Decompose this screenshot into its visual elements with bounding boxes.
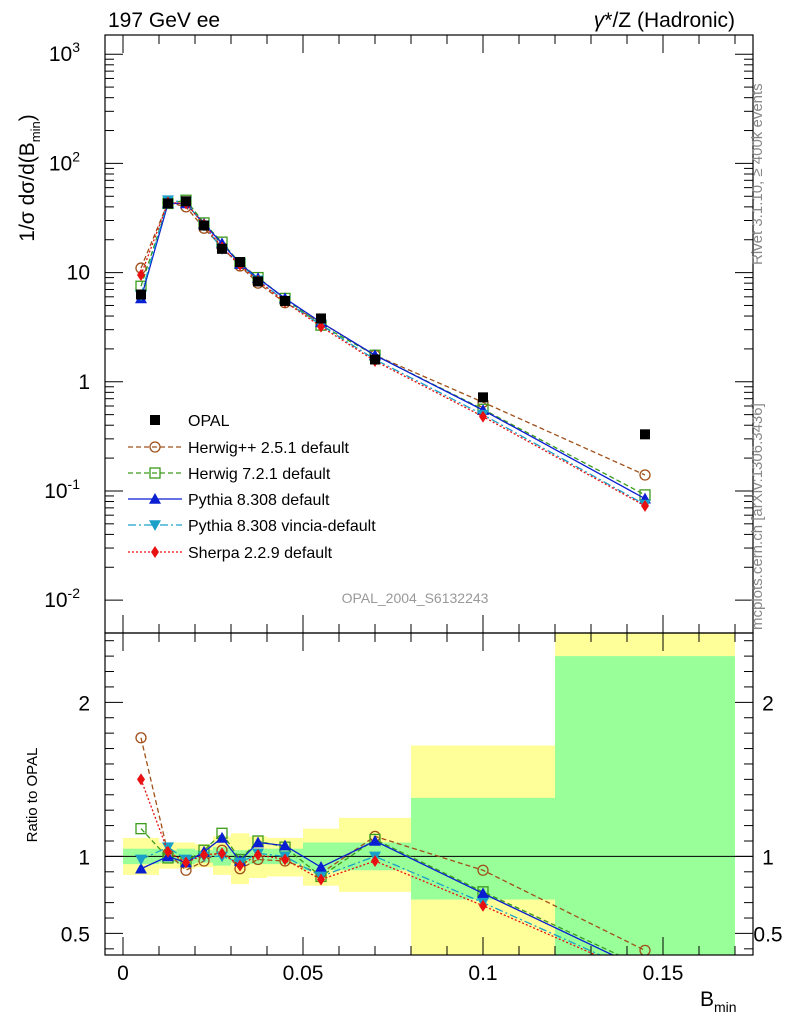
ratio-1-point-0	[135, 823, 147, 835]
data-point-3	[199, 220, 209, 231]
data-point-9	[370, 354, 380, 365]
tick-base: 10	[44, 589, 67, 612]
ratio-line-1	[140, 828, 621, 955]
legend-marker-1	[149, 467, 161, 479]
tick-base: 10	[49, 43, 72, 66]
legend-label-1: Herwig 7.2.1 default	[188, 466, 331, 483]
legend-label-2: Pythia 8.308 default	[188, 492, 330, 509]
top-y-axis-label: 1/σ dσ/d(Bmin)	[16, 114, 43, 241]
data-point-10	[478, 392, 488, 403]
series-4-point-11	[641, 499, 649, 512]
top-y-tick-label-3: 10	[67, 262, 90, 285]
top-y-tick-label-0: 10-2	[44, 585, 80, 612]
ratio-y-tick-label-left-1: 1	[78, 846, 90, 869]
ratio-2-point-10	[477, 887, 489, 899]
ratio-y-axis-label: Ratio to OPAL	[24, 748, 41, 843]
ratio-y-tick-label-right-0: 0.5	[753, 923, 782, 946]
data-point-4	[217, 243, 227, 254]
ratio-4-point-2	[182, 856, 190, 869]
x-tick-label-3: 0.15	[643, 962, 684, 985]
legend: OPAL Herwig++ 2.5.1 default Herwig 7.2.1 d…	[128, 413, 376, 562]
data-point-7	[280, 295, 290, 306]
uncertainty-bands	[123, 633, 735, 955]
top-y-tick-label-4: 102	[49, 148, 80, 175]
tick-exponent: -1	[68, 476, 81, 492]
ratio-2-point-6	[252, 836, 264, 848]
legend-marker-3	[149, 520, 161, 531]
plot-title-right: γ*/Z (Hadronic)	[594, 9, 735, 32]
series-4-point-10	[479, 410, 487, 423]
ratio-4-point-0	[137, 773, 145, 786]
ratio-4-point-4	[218, 847, 226, 860]
legend-marker-2	[149, 493, 161, 504]
band-inner-10	[411, 797, 555, 900]
ratio-2-point-4	[216, 831, 228, 843]
ratio-0-point-10	[477, 864, 489, 876]
x-tick-label-0: 0	[117, 962, 129, 985]
data-point-2	[181, 196, 191, 207]
ratio-4-point-6	[254, 848, 262, 861]
ratio-2-point-0	[135, 862, 147, 874]
top-y-tick-label-1: 10-1	[44, 476, 80, 503]
ratio-y-tick-label-right-1: 1	[762, 846, 774, 869]
legend-label-data: OPAL	[188, 413, 230, 430]
ratio-line-3	[140, 846, 602, 955]
series-4-point-0	[137, 269, 145, 282]
top-y-tick-label-5: 103	[49, 39, 80, 66]
data-point-11	[640, 429, 650, 440]
ratio-4-point-3	[200, 848, 208, 861]
tick-base: 10	[44, 480, 67, 503]
tick-exponent: 2	[72, 148, 80, 164]
tick-exponent: 3	[72, 39, 80, 55]
legend-label-3: Pythia 8.308 vincia-default	[188, 518, 376, 535]
ratio-2-point-9	[369, 834, 381, 846]
ratio-4-point-1	[164, 845, 172, 858]
axis-ticks	[105, 35, 753, 955]
data-point-6	[253, 276, 263, 287]
ratio-0-point-11	[639, 944, 651, 955]
analysis-id-label: OPAL_2004_S6132243	[342, 590, 489, 606]
ratio-line-0	[140, 737, 646, 951]
data-point-0	[136, 289, 146, 300]
data-point-5	[235, 257, 245, 268]
ratio-panel-frame	[104, 632, 754, 956]
ratio-y-tick-label-left-2: 2	[78, 692, 90, 715]
ratio-2-point-7	[279, 839, 291, 851]
top-panel-series	[135, 194, 651, 512]
ratio-4-point-8	[317, 873, 325, 886]
ratio-panel-series	[135, 732, 651, 955]
ratio-4-point-10	[479, 899, 487, 912]
legend-marker-data	[150, 415, 160, 425]
tick-exponent: -2	[68, 585, 81, 601]
data-point-8	[316, 313, 326, 324]
series-4-point-8	[317, 320, 325, 333]
legend-label-4: Sherpa 2.2.9 default	[188, 545, 333, 562]
ratio-0-point-0	[135, 732, 147, 744]
rivet-version-label: Rivet 3.1.10, ≥ 400k events	[749, 83, 766, 265]
ratio-y-tick-label-left-0: 0.5	[61, 923, 90, 946]
ratio-3-point-0	[135, 854, 147, 866]
ratio-4-point-7	[281, 853, 289, 866]
tick-base: 10	[49, 152, 72, 175]
x-axis-label: Bmin	[700, 988, 737, 1015]
top-panel-frame	[104, 34, 754, 634]
legend-marker-0	[149, 441, 161, 453]
ratio-y-tick-label-right-2: 2	[762, 692, 774, 715]
x-tick-label-2: 0.1	[468, 962, 497, 985]
legend-label-0: Herwig++ 2.5.1 default	[188, 440, 350, 457]
legend-marker-4	[151, 546, 159, 558]
mcplots-label: mcplots.cern.ch [arXiv:1306.3436]	[749, 403, 766, 630]
ratio-4-point-9	[371, 855, 379, 868]
top-y-tick-label-2: 1	[78, 371, 90, 394]
plot-title-left: 197 GeV ee	[108, 9, 220, 32]
x-tick-label-1: 0.05	[283, 962, 324, 985]
band-inner-11	[555, 656, 735, 955]
data-point-1	[163, 198, 173, 209]
series-0-point-11	[639, 469, 651, 481]
ratio-line-4	[140, 779, 598, 955]
ratio-2-point-8	[315, 861, 327, 872]
ratio-4-point-5	[236, 859, 244, 872]
